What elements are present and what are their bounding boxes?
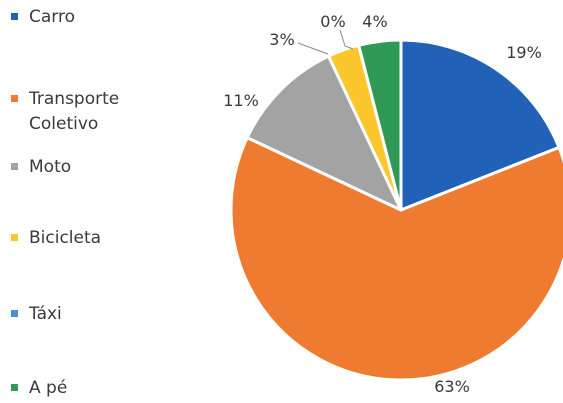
legend-swatch-bicicleta xyxy=(11,234,18,241)
pie-slice-a-pe xyxy=(357,38,403,212)
value-label-bicicleta: 3% xyxy=(269,30,294,49)
pie-value-labels: 19% 63% 11% 3% 0% 4% xyxy=(223,12,542,396)
legend-swatch-carro xyxy=(11,13,18,20)
value-label-transporte-coletivo: 63% xyxy=(434,377,470,396)
legend-item-transporte-coletivo: Transporte Coletivo xyxy=(11,89,119,134)
value-label-a-pe: 4% xyxy=(362,12,387,31)
pie-slices xyxy=(229,38,563,382)
leader-line-taxi xyxy=(339,29,354,50)
legend-swatch-transporte-coletivo xyxy=(11,95,18,102)
legend-label-a-pe: A pé xyxy=(29,378,67,398)
pie-slice-transporte-coletivo xyxy=(229,136,563,382)
legend-swatch-moto xyxy=(11,163,18,170)
legend-item-a-pe: A pé xyxy=(11,378,67,398)
pie-slice-carro xyxy=(399,38,561,212)
legend-swatch-taxi xyxy=(11,310,18,317)
legend-item-bicicleta: Bicicleta xyxy=(11,228,101,248)
legend-item-carro: Carro xyxy=(11,7,75,27)
legend-label-carro: Carro xyxy=(29,7,75,27)
chart-legend: Carro Transporte Coletivo Moto Bicicleta Táxi… xyxy=(11,7,119,398)
value-label-moto: 11% xyxy=(223,91,259,110)
value-label-carro: 19% xyxy=(506,43,542,62)
legend-swatch-a-pe xyxy=(11,384,18,391)
legend-label-moto: Moto xyxy=(29,157,71,177)
legend-label-bicicleta: Bicicleta xyxy=(29,228,101,248)
legend-label-transporte-coletivo: Transporte Coletivo xyxy=(28,89,119,134)
legend-item-taxi: Táxi xyxy=(11,304,62,324)
value-label-taxi: 0% xyxy=(320,12,345,31)
legend-label-taxi: Táxi xyxy=(28,304,62,324)
pie-slice-moto xyxy=(245,54,403,212)
leader-line-bicicleta xyxy=(297,42,329,55)
leader-lines xyxy=(297,29,354,55)
legend-item-moto: Moto xyxy=(11,157,71,177)
